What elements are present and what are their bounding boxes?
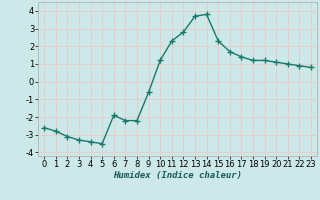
X-axis label: Humidex (Indice chaleur): Humidex (Indice chaleur) — [113, 171, 242, 180]
